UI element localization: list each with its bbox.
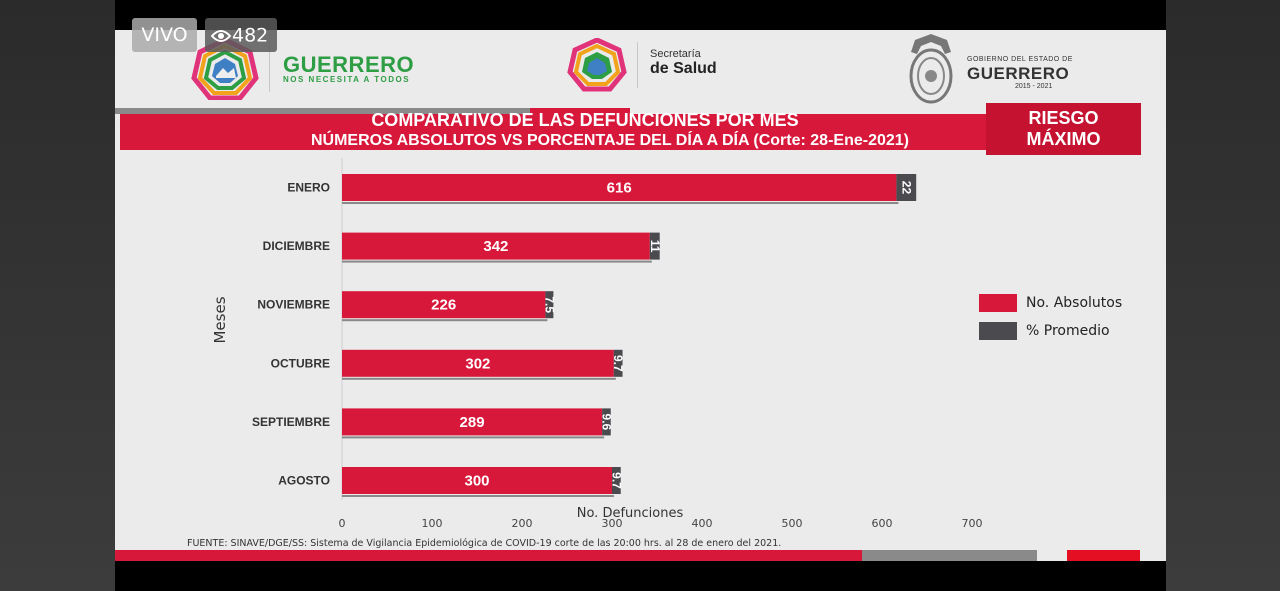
value-label-absolutos-4: 289 bbox=[460, 414, 485, 431]
salud-line2: de Salud bbox=[650, 60, 717, 77]
bar-promedio-4 bbox=[602, 408, 611, 436]
title-accent-red bbox=[530, 108, 630, 114]
bar-shadow-3 bbox=[342, 377, 616, 380]
x-tick-3: 300 bbox=[602, 517, 623, 530]
salud-flower-logo-icon bbox=[567, 38, 627, 92]
bar-shadow-5 bbox=[342, 495, 614, 497]
x-tick-0: 0 bbox=[339, 517, 346, 530]
bar-shadow-1 bbox=[342, 260, 652, 263]
category-label-3: OCTUBRE bbox=[271, 356, 330, 370]
estado-line1: GOBIERNO DEL ESTADO DE bbox=[967, 56, 1073, 63]
x-tick-5: 500 bbox=[782, 517, 803, 530]
bar-promedio-3 bbox=[613, 349, 623, 377]
value-label-promedio-0: 22 bbox=[899, 181, 913, 195]
category-label-4: SEPTIEMBRE bbox=[252, 415, 330, 429]
bar-promedio-2 bbox=[545, 291, 554, 319]
x-tick-4: 400 bbox=[692, 517, 713, 530]
footer-red-accent bbox=[1067, 550, 1140, 561]
risk-badge: RIESGO MÁXIMO bbox=[986, 103, 1141, 155]
footer-gray-bar bbox=[862, 550, 1037, 561]
legend-label-1: % Promedio bbox=[1026, 323, 1110, 339]
category-label-5: AGOSTO bbox=[278, 474, 330, 488]
bar-promedio-0 bbox=[896, 174, 917, 201]
x-tick-1: 100 bbox=[422, 517, 443, 530]
x-tick-2: 200 bbox=[512, 517, 533, 530]
footer-red-bar bbox=[115, 550, 862, 561]
value-label-absolutos-0: 616 bbox=[607, 180, 632, 197]
viewer-count: 482 bbox=[205, 18, 277, 52]
video-bottom-bar bbox=[115, 561, 1166, 591]
value-label-absolutos-3: 302 bbox=[465, 355, 490, 372]
chart-subtitle: NÚMEROS ABSOLUTOS VS PORCENTAJE DEL DÍA … bbox=[310, 132, 909, 149]
bar-absolutos-4 bbox=[342, 408, 603, 436]
bar-absolutos-5 bbox=[342, 467, 612, 494]
video-side-right bbox=[1166, 0, 1280, 591]
bar-absolutos-0 bbox=[342, 174, 897, 201]
bar-absolutos-1 bbox=[342, 232, 650, 260]
y-axis-label: Meses bbox=[211, 296, 229, 343]
value-label-promedio-3: 9.7 bbox=[611, 355, 625, 372]
bar-chart: ENERO 616 22 DICIEMBRE 342 11 NOVIEMBRE 226 7.5 O… bbox=[211, 158, 1122, 530]
state-seal-icon bbox=[909, 34, 953, 104]
bar-promedio-5 bbox=[612, 467, 621, 494]
estado-line2: GUERRERO bbox=[967, 64, 1070, 83]
bar-shadow-4 bbox=[342, 436, 605, 439]
x-tick-7: 700 bbox=[962, 517, 983, 530]
value-label-promedio-1: 11 bbox=[648, 240, 662, 253]
bar-shadow-2 bbox=[342, 319, 548, 322]
viewer-count-number: 482 bbox=[232, 24, 269, 47]
title-accent-gray bbox=[115, 108, 530, 114]
source-note: FUENTE: SINAVE/DGE/SS: Sistema de Vigila… bbox=[187, 538, 782, 549]
x-axis-label: No. Defunciones bbox=[577, 506, 684, 521]
presentation-slide: GUERRERO NOS NECESITA A TODOS Secretaría… bbox=[115, 30, 1166, 561]
logo-divider bbox=[269, 42, 270, 92]
x-tick-6: 600 bbox=[872, 517, 893, 530]
legend-swatch-1 bbox=[979, 322, 1017, 340]
value-label-promedio-5: 9.7 bbox=[609, 472, 623, 489]
video-side-left bbox=[0, 0, 115, 591]
legend-label-0: No. Absolutos bbox=[1026, 295, 1122, 311]
value-label-promedio-2: 7.5 bbox=[542, 296, 556, 313]
chart-title: COMPARATIVO DE LAS DEFUNCIONES POR MES bbox=[371, 110, 799, 130]
category-label-2: NOVIEMBRE bbox=[257, 298, 330, 312]
category-label-0: ENERO bbox=[287, 181, 330, 195]
estado-line3: 2015 - 2021 bbox=[1015, 83, 1053, 90]
live-badge: VIVO bbox=[132, 18, 197, 52]
bar-absolutos-3 bbox=[342, 349, 614, 377]
value-label-absolutos-2: 226 bbox=[431, 297, 456, 314]
category-label-1: DICIEMBRE bbox=[263, 239, 330, 253]
value-label-promedio-4: 9.6 bbox=[599, 414, 613, 431]
risk-badge-line2: MÁXIMO bbox=[1026, 129, 1101, 149]
guerrero-logo-title: GUERRERO bbox=[283, 52, 415, 77]
risk-badge-line1: RIESGO bbox=[1028, 108, 1099, 128]
eye-icon bbox=[210, 29, 232, 42]
salud-divider bbox=[637, 42, 638, 88]
legend-swatch-0 bbox=[979, 294, 1017, 312]
guerrero-logo-subtitle: NOS NECESITA A TODOS bbox=[283, 75, 411, 84]
title-band bbox=[120, 114, 990, 150]
salud-line1: Secretaría bbox=[650, 48, 701, 60]
value-label-absolutos-1: 342 bbox=[483, 238, 508, 255]
video-top-bar bbox=[115, 0, 1166, 30]
bar-shadow-0 bbox=[342, 202, 899, 204]
value-label-absolutos-5: 300 bbox=[464, 473, 489, 490]
bar-absolutos-2 bbox=[342, 291, 546, 319]
bar-promedio-1 bbox=[649, 232, 660, 260]
guerrero-flower-logo-icon bbox=[191, 38, 259, 100]
